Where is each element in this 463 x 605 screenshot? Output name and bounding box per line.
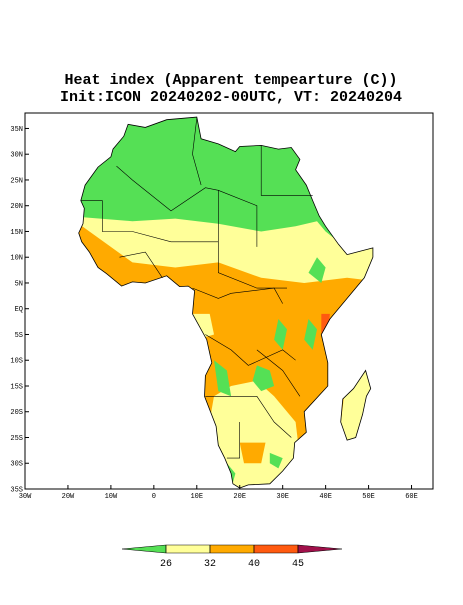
colorbar-bin <box>121 544 167 554</box>
heat-zone <box>239 442 266 464</box>
heat-zone <box>308 257 326 283</box>
y-tick-label: 5N <box>15 280 23 288</box>
border <box>80 200 219 243</box>
x-tick-label: 10W <box>105 493 118 501</box>
x-tick-label: 20W <box>62 493 75 501</box>
x-tick-label: 10E <box>190 493 203 501</box>
x-tick-label: 30W <box>19 493 32 501</box>
colorbar-label: 45 <box>292 559 304 570</box>
colorbar: 26 32 40 45 <box>121 544 343 570</box>
y-tick-label: 20N <box>10 203 23 211</box>
colorbar-bin <box>253 544 299 554</box>
heat-zone <box>78 205 373 283</box>
heat-zone <box>274 319 287 350</box>
colorbar-label: 32 <box>204 559 216 570</box>
y-tick-label: 15S <box>10 383 23 391</box>
heat-zone <box>304 319 317 350</box>
border <box>116 165 258 247</box>
coastline <box>78 116 374 489</box>
x-tick-label: 20E <box>233 493 246 501</box>
subtitle: Init:ICON 20240202-00UTC, VT: 20240204 <box>60 89 402 106</box>
map-frame <box>24 112 434 490</box>
y-tick-label: 25S <box>10 435 23 443</box>
y-tick-label: 20S <box>10 409 23 417</box>
colorbar-label: 26 <box>160 559 172 570</box>
border <box>226 422 240 459</box>
border <box>205 334 296 366</box>
title: Heat index (Apparent tempearture (C)) <box>64 72 397 89</box>
y-tick-label: 30N <box>10 152 23 160</box>
land <box>78 117 373 488</box>
y-tick-label: 10N <box>10 255 23 263</box>
y-tick-label: 30S <box>10 461 23 469</box>
border <box>260 145 313 196</box>
y-tick-label: 5S <box>15 332 23 340</box>
x-tick-label: 50E <box>362 493 375 501</box>
x-tick-label: 60E <box>405 493 418 501</box>
x-tick-label: 0 <box>152 493 156 501</box>
heat-zone <box>252 365 275 392</box>
border <box>205 396 292 438</box>
border <box>119 251 163 278</box>
heat-zone <box>214 360 232 397</box>
colorbar-bin <box>165 544 211 554</box>
map-layer <box>78 116 374 489</box>
y-tick-label: 15N <box>10 229 23 237</box>
x-tick-label: 40E <box>319 493 332 501</box>
border <box>192 118 202 186</box>
heat-zone <box>235 406 266 438</box>
y-tick-label: EQ <box>15 306 23 314</box>
y-tick-label: 10S <box>10 358 23 366</box>
colorbar-bin <box>297 544 343 554</box>
y-tick-label: 35S <box>10 487 23 495</box>
y-tick-label: 35N <box>10 126 23 134</box>
heat-zone <box>269 452 283 469</box>
border <box>192 287 283 304</box>
colorbar-bin <box>209 544 255 554</box>
y-tick-label: 25N <box>10 177 23 185</box>
colorbar-label: 40 <box>248 559 260 570</box>
x-tick-label: 30E <box>276 493 289 501</box>
border <box>256 349 301 397</box>
